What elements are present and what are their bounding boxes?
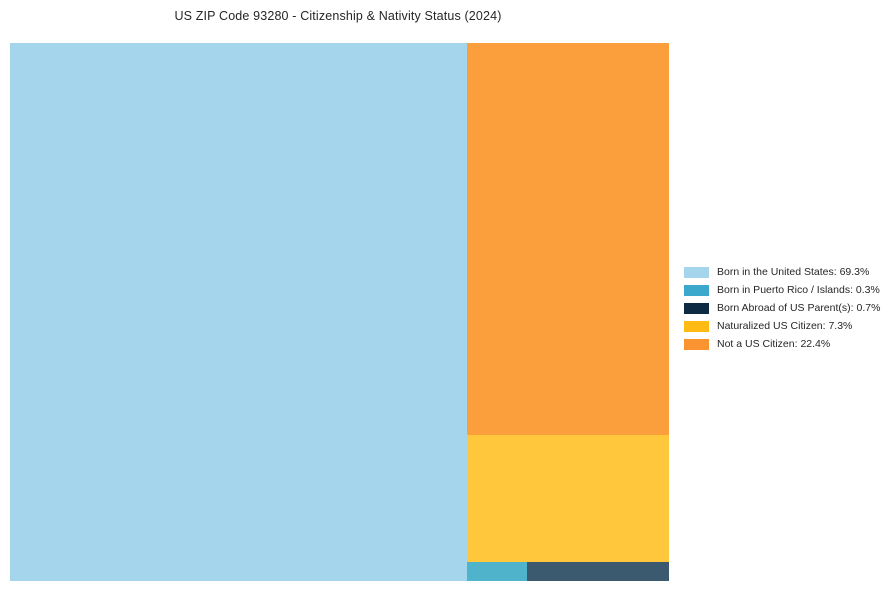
legend-item-not-a-us-citizen[interactable]: Not a US Citizen: 22.4% [684,337,884,351]
legend-swatch-icon [684,266,709,278]
legend-item-born-in-the-united-states[interactable]: Born in the United States: 69.3% [684,265,884,279]
treemap-tile-born-in-puerto-rico-islands[interactable] [467,562,527,581]
treemap-tile-not-a-us-citizen[interactable] [467,43,669,435]
legend-item-born-abroad-of-us-parents[interactable]: Born Abroad of US Parent(s): 0.7% [684,301,884,315]
chart-title: US ZIP Code 93280 - Citizenship & Nativi… [174,9,502,23]
legend-item-label: Born in the United States: 69.3% [717,265,870,278]
legend-swatch-icon [684,284,709,296]
treemap-tile-naturalized-us-citizen[interactable] [467,435,669,562]
legend-item-born-in-puerto-rico-islands[interactable]: Born in Puerto Rico / Islands: 0.3% [684,283,884,297]
legend-swatch-icon [684,338,709,350]
treemap-tile-born-abroad-of-us-parents[interactable] [527,562,669,581]
treemap-tile-born-in-the-united-states[interactable] [10,43,467,581]
legend-swatch-icon [684,302,709,314]
legend-item-label: Not a US Citizen: 22.4% [717,337,831,350]
legend-item-label: Naturalized US Citizen: 7.3% [717,319,853,332]
legend-item-label: Born Abroad of US Parent(s): 0.7% [717,301,881,314]
legend-swatch-icon [684,320,709,332]
legend-item-naturalized-us-citizen[interactable]: Naturalized US Citizen: 7.3% [684,319,884,333]
legend-item-label: Born in Puerto Rico / Islands: 0.3% [717,283,880,296]
chart-legend: Born in the United States: 69.3% Born in… [684,265,884,351]
treemap-plot-area [10,43,669,581]
